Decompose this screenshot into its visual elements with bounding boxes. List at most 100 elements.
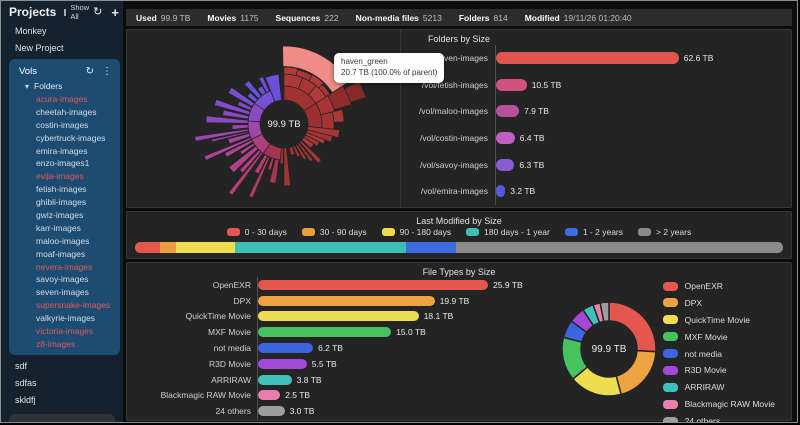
folders-bar[interactable] xyxy=(496,158,515,171)
donut-legend-item[interactable]: 24 others xyxy=(662,416,775,422)
sunburst-segment[interactable] xyxy=(246,92,259,103)
donut-legend-item[interactable]: MXF Movie xyxy=(662,332,775,342)
vols-menu-icon[interactable]: ⋮ xyxy=(102,66,112,77)
sunburst-segment[interactable] xyxy=(239,149,262,174)
sunburst-segment[interactable] xyxy=(253,154,269,175)
folder-item-savoy-images[interactable]: savoy-images xyxy=(36,274,89,285)
folder-item-emira-images[interactable]: emira-images xyxy=(36,145,88,156)
filetype-bar[interactable] xyxy=(258,295,435,306)
folder-item-acura-images[interactable]: acura-images xyxy=(36,94,88,104)
folder-item-evija-images[interactable]: evija-images xyxy=(36,171,84,182)
donut-legend-item[interactable]: QuickTime Movie xyxy=(662,315,775,325)
stacked-segment[interactable] xyxy=(405,242,457,253)
sunburst-segment[interactable] xyxy=(344,80,367,103)
folder-item-enzo-images1[interactable]: enzo-images1 xyxy=(36,158,90,169)
folder-item-ghibli-images[interactable]: ghibli-images xyxy=(36,197,87,208)
stacked-segment[interactable] xyxy=(456,242,783,253)
sunburst-segment[interactable] xyxy=(264,73,282,103)
sunburst-segment[interactable] xyxy=(237,100,253,111)
sunburst-segment[interactable] xyxy=(228,151,264,196)
sunburst-segment[interactable] xyxy=(297,142,314,163)
legend-item[interactable]: 180 days - 1 year xyxy=(466,227,550,237)
sunburst-segment[interactable] xyxy=(224,139,254,158)
folders-bar[interactable] xyxy=(496,78,527,91)
legend-item[interactable]: 90 - 180 days xyxy=(381,227,451,237)
sunburst-segment[interactable] xyxy=(320,111,335,130)
sunburst-segment[interactable] xyxy=(231,124,249,130)
folder-item-moaf-images[interactable]: moaf-images xyxy=(36,248,86,259)
donut-legend-item[interactable]: R3D Movie xyxy=(662,365,775,375)
sunburst-segment[interactable] xyxy=(283,66,299,76)
folder-item-gwiz-images[interactable]: gwiz-images xyxy=(36,210,84,221)
folders-bar[interactable] xyxy=(496,105,520,118)
filetype-bar[interactable] xyxy=(258,279,488,290)
donut-slice[interactable] xyxy=(599,301,610,323)
sunburst-segment[interactable] xyxy=(203,137,252,161)
sunburst-segment[interactable] xyxy=(205,115,249,124)
sunburst-segment[interactable] xyxy=(227,86,255,108)
sidebar-item-new-project[interactable]: New Project xyxy=(15,43,64,53)
sunburst-segment[interactable] xyxy=(283,147,291,187)
sunburst-segment[interactable] xyxy=(214,98,251,116)
sidebar-item-skldfj[interactable]: skldfj xyxy=(15,394,36,405)
sunburst-chart[interactable]: 99.9 TB xyxy=(129,31,399,208)
sunburst-segment[interactable] xyxy=(288,146,296,156)
donut-slice[interactable] xyxy=(615,349,657,396)
sidebar-item-sdf[interactable]: sdf xyxy=(15,360,28,371)
donut-legend-item[interactable]: DPX xyxy=(662,298,775,308)
sunburst-segment[interactable] xyxy=(301,136,315,149)
stacked-segment[interactable] xyxy=(160,242,176,253)
stacked-segment[interactable] xyxy=(234,242,406,253)
folder-item-supersnake-images[interactable]: supersnake-images xyxy=(36,300,111,311)
sunburst-segment[interactable] xyxy=(258,76,270,93)
legend-item[interactable]: 0 - 30 days xyxy=(226,227,287,237)
add-project-icon[interactable]: + xyxy=(111,4,119,20)
stacked-segment[interactable] xyxy=(135,242,161,253)
filetype-bar[interactable] xyxy=(258,343,314,354)
filetype-bar[interactable] xyxy=(258,358,307,369)
sunburst-segment[interactable] xyxy=(239,142,256,156)
folder-item-karr-images[interactable]: karr-images xyxy=(36,222,81,233)
collapsed-panel-stub[interactable] xyxy=(9,414,115,422)
sunburst-segment[interactable] xyxy=(194,128,250,142)
sunburst-segment[interactable] xyxy=(292,144,301,158)
show-all-checkbox[interactable] xyxy=(64,8,67,16)
donut-legend-item[interactable]: not media xyxy=(662,349,775,359)
filetype-bar[interactable] xyxy=(258,390,281,401)
sidebar-item-monkey[interactable]: Monkey xyxy=(15,26,47,36)
sunburst-segment[interactable] xyxy=(269,158,280,184)
folder-item-maloo-images[interactable]: maloo-images xyxy=(36,235,90,246)
last-modified-stacked-bar[interactable] xyxy=(135,242,783,253)
folder-item-cheetah-images[interactable]: cheetah-images xyxy=(36,106,97,117)
filetype-bar[interactable] xyxy=(258,311,419,322)
donut-legend-item[interactable]: Blackmagic RAW Movie xyxy=(662,399,775,409)
filetype-bar[interactable] xyxy=(258,327,392,338)
sunburst-segment[interactable] xyxy=(299,140,322,164)
sunburst-segment[interactable] xyxy=(267,157,275,171)
folders-group-toggle[interactable]: ▾ Folders xyxy=(9,79,120,93)
sunburst-segment[interactable] xyxy=(222,109,250,120)
sunburst-segment[interactable] xyxy=(228,145,259,174)
sunburst-segment[interactable] xyxy=(257,85,267,96)
legend-item[interactable]: 30 - 90 days xyxy=(301,227,367,237)
folder-item-z8-images[interactable]: z8-images xyxy=(36,338,76,349)
folder-item-valkyrie-images[interactable]: valkyrie-images xyxy=(36,313,96,324)
folders-bar[interactable] xyxy=(496,52,679,65)
stacked-segment[interactable] xyxy=(175,242,235,253)
folder-item-fetish-images[interactable]: fetish-images xyxy=(36,184,87,195)
folder-item-victoria-images[interactable]: victoria-images xyxy=(36,326,94,337)
folder-item-costin-images[interactable]: costin-images xyxy=(36,119,89,130)
folder-item-nevera-images[interactable]: nevera-images xyxy=(36,261,93,272)
sunburst-segment[interactable] xyxy=(227,132,251,145)
file-types-donut-chart[interactable]: 99.9 TB xyxy=(549,289,669,409)
sunburst-segment[interactable] xyxy=(243,79,262,100)
folder-item-cybertruck-images[interactable]: cybertruck-images xyxy=(36,132,106,143)
refresh-icon[interactable]: ↻ xyxy=(93,5,103,18)
folders-bar[interactable] xyxy=(496,185,506,198)
sunburst-segment[interactable] xyxy=(248,155,271,199)
filetype-bar[interactable] xyxy=(258,374,292,385)
donut-legend-item[interactable]: OpenEXR xyxy=(662,281,775,291)
sidebar-item-sdfas[interactable]: sdfas xyxy=(15,377,37,388)
legend-item[interactable]: > 2 years xyxy=(638,227,691,237)
legend-item[interactable]: 1 - 2 years xyxy=(564,227,623,237)
